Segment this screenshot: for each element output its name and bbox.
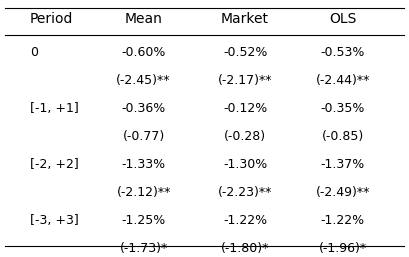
Text: (-2.23)**: (-2.23)** [218,186,272,199]
Text: -0.52%: -0.52% [223,46,267,59]
Text: -1.30%: -1.30% [223,158,267,171]
Text: -1.33%: -1.33% [121,158,166,171]
Text: (-1.96)*: (-1.96)* [319,242,367,255]
Text: -1.37%: -1.37% [321,158,365,171]
Text: (-2.12)**: (-2.12)** [117,186,171,199]
Text: Mean: Mean [125,12,162,26]
Text: [-1, +1]: [-1, +1] [30,102,79,115]
Text: (-1.80)*: (-1.80)* [221,242,269,255]
Text: -1.25%: -1.25% [121,214,166,227]
Text: -1.22%: -1.22% [321,214,365,227]
Text: (-0.28): (-0.28) [224,130,266,143]
Text: -0.36%: -0.36% [121,102,166,115]
Text: -0.53%: -0.53% [320,46,365,59]
Text: -0.35%: -0.35% [320,102,365,115]
Text: Market: Market [221,12,269,26]
Text: -0.60%: -0.60% [121,46,166,59]
Text: (-0.85): (-0.85) [321,130,364,143]
Text: (-1.73)*: (-1.73)* [119,242,168,255]
Text: (-2.17)**: (-2.17)** [218,74,272,87]
Text: -1.22%: -1.22% [223,214,267,227]
Text: (-2.49)**: (-2.49)** [315,186,370,199]
Text: (-2.44)**: (-2.44)** [315,74,370,87]
Text: OLS: OLS [329,12,356,26]
Text: -0.12%: -0.12% [223,102,267,115]
Text: Period: Period [30,12,73,26]
Text: 0: 0 [30,46,38,59]
Text: [-2, +2]: [-2, +2] [30,158,79,171]
Text: (-0.77): (-0.77) [122,130,165,143]
Text: (-2.45)**: (-2.45)** [116,74,171,87]
Text: [-3, +3]: [-3, +3] [30,214,79,227]
